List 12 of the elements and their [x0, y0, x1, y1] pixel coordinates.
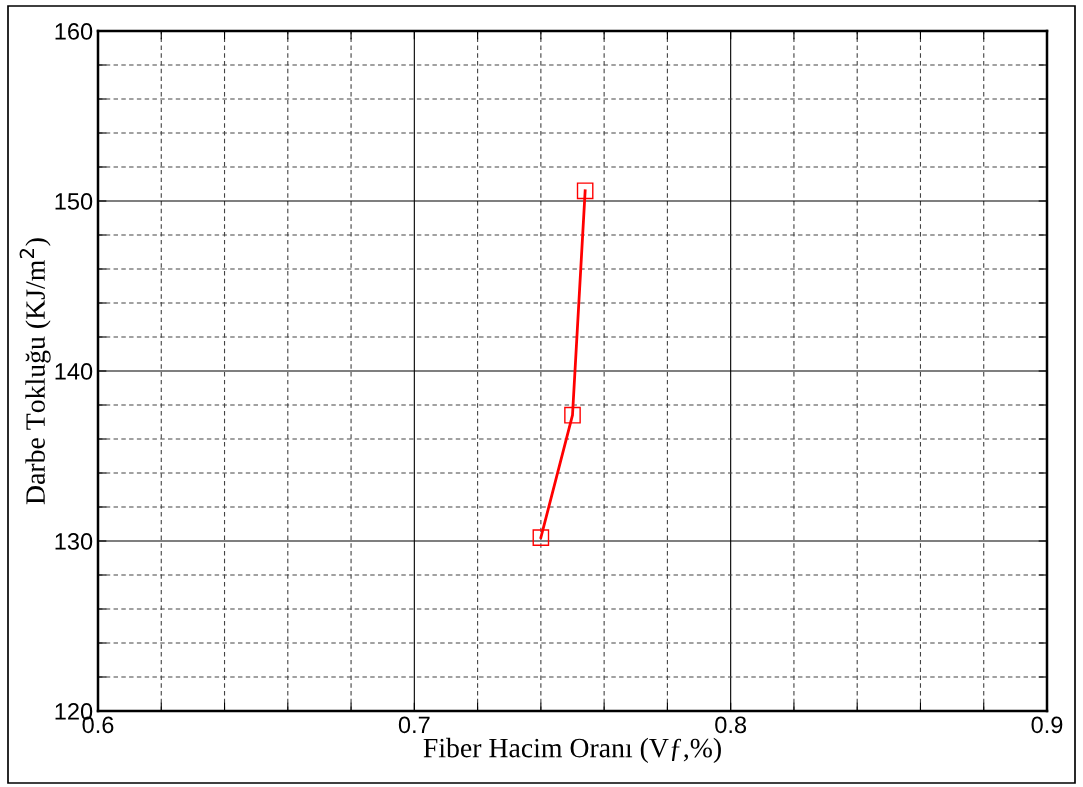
point: [532, 529, 550, 546]
y-tick-label: 140: [55, 363, 93, 380]
x-tick-label: 0.8: [715, 716, 747, 734]
y-axis-title: Darbe Tokluğu (KJ/m$^{2}$): [19, 238, 51, 505]
x-tick-label: 0.7: [398, 716, 430, 734]
y-tick-label: 150: [55, 193, 93, 210]
point: [564, 406, 581, 424]
y-tick-label: 160: [55, 23, 93, 40]
x-tick-label: 0.9: [1031, 716, 1063, 734]
point: [576, 182, 594, 200]
y-tick-label: 130: [55, 533, 93, 550]
x-axis-title: Fiber Hacim Oranı (Vƒ,%): [423, 737, 721, 764]
